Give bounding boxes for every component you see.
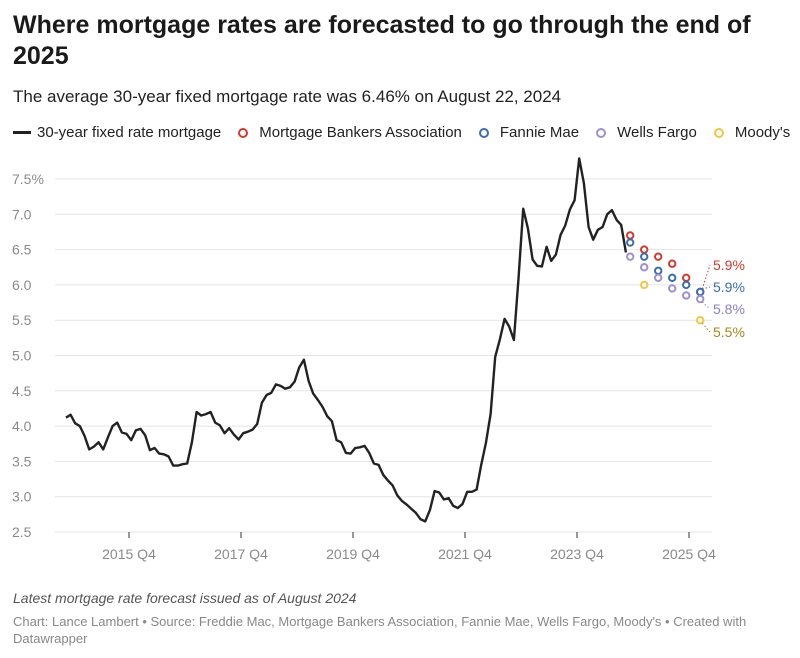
legend-label: Moody's [734, 124, 791, 141]
forecast-point [640, 245, 649, 254]
forecast-point [626, 252, 635, 261]
forecast-point [640, 280, 649, 290]
legend-line-swatch [13, 131, 31, 134]
end-label: 5.9% [713, 257, 745, 273]
y-tick-label: 2.5 [12, 524, 32, 540]
x-tick-label: 2023 Q4 [550, 546, 604, 562]
legend-dot-swatch [713, 127, 724, 138]
y-tick-label: 5.5 [12, 312, 32, 328]
legend: 30-year fixed rate mortgage Mortgage Ban… [13, 124, 800, 141]
end-label: 5.8% [713, 301, 745, 317]
legend-item-mba: Mortgage Bankers Association [238, 124, 462, 141]
legend-label: Wells Fargo [617, 124, 697, 141]
y-tick-label: 4.0 [12, 418, 32, 434]
x-tick-label: 2015 Q4 [102, 546, 156, 562]
forecast-point [626, 238, 635, 247]
forecast-point [668, 284, 677, 293]
end-label-leader [702, 286, 711, 290]
y-tick-label: 7.0 [12, 206, 32, 222]
y-axis-ticks: 2.5 3.0 3.5 4.0 4.5 5.0 5.5 6.0 6.5 7.0 7.5% [12, 171, 44, 540]
history-line [65, 157, 628, 523]
forecast-point [640, 263, 649, 272]
x-tick-label: 2025 Q4 [662, 546, 716, 562]
legend-label: 30-year fixed rate mortgage [37, 124, 222, 141]
forecast-point [668, 259, 677, 268]
legend-dot-swatch [238, 127, 249, 138]
legend-dot-swatch [596, 127, 607, 138]
forecast-point [696, 316, 705, 325]
end-label-leader [701, 264, 711, 290]
y-tick-label: 3.5 [12, 453, 32, 469]
y-tick-label: 7.5% [12, 171, 44, 187]
legend-item-moodys: Moody's [713, 124, 791, 141]
forecast-point [640, 252, 649, 261]
chart-title: Where mortgage rates are forecasted to g… [13, 11, 751, 70]
footer-note: Latest mortgage rate forecast issued as … [13, 590, 357, 606]
y-tick-label: 3.0 [12, 489, 32, 505]
forecast-point [682, 273, 691, 283]
end-label: 5.5% [713, 324, 745, 340]
x-tick-label: 2019 Q4 [326, 546, 380, 562]
legend-dot-swatch [478, 127, 489, 138]
forecast-point [654, 273, 663, 283]
x-tick-label: 2021 Q4 [438, 546, 492, 562]
x-axis-ticks: 2015 Q4 2017 Q4 2019 Q4 2021 Q4 2023 Q4 2025 … [102, 532, 716, 562]
forecast-point [626, 231, 635, 240]
forecast-point [682, 280, 691, 290]
chart-subtitle: The average 30-year fixed mortgage rate … [13, 87, 562, 106]
forecast-point [696, 294, 705, 304]
end-label-leader [701, 301, 711, 310]
footer-source: Chart: Lance Lambert • Source: Freddie M… [13, 614, 747, 646]
y-tick-label: 4.5 [12, 383, 32, 399]
y-tick-label: 6.5 [12, 242, 32, 258]
forecast-point [682, 291, 691, 300]
legend-label: Fannie Mae [499, 124, 580, 141]
forecast-point [654, 266, 663, 275]
legend-label: Mortgage Bankers Association [259, 124, 462, 141]
gridlines [55, 178, 712, 533]
x-tick-label: 2017 Q4 [214, 546, 268, 562]
end-labels: 5.9% 5.9% 5.8% 5.5% [701, 257, 745, 340]
y-tick-label: 5.0 [12, 348, 32, 364]
legend-item-wells-fargo: Wells Fargo [596, 124, 697, 141]
y-tick-label: 6.0 [12, 277, 32, 293]
end-label-leader [701, 322, 711, 333]
legend-item-30-year-fixed: 30-year fixed rate mortgage [13, 124, 221, 141]
forecast-point [654, 252, 663, 261]
end-label: 5.9% [713, 279, 745, 295]
forecast-points [626, 231, 705, 325]
legend-item-fannie-mae: Fannie Mae [478, 124, 580, 141]
forecast-point [696, 287, 705, 297]
forecast-point [668, 273, 677, 283]
